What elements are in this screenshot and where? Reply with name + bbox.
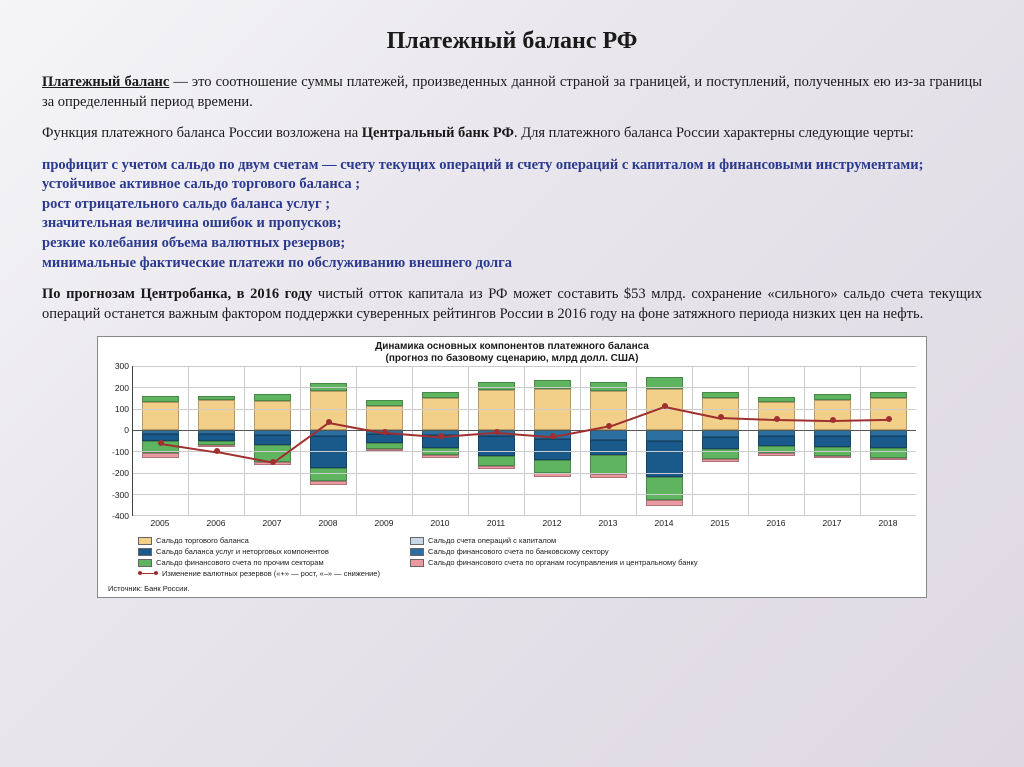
page-title: Платежный баланс РФ [42,28,982,55]
chart-legend: Сальдо торгового балансаСальдо баланса у… [98,532,926,582]
chart-plot-area: 3002001000-100-200-300-400 [98,366,926,516]
term: Платежный баланс [42,74,169,90]
feature-item: устойчивое активное сальдо торгового бал… [42,175,982,195]
chart-source: Источник: Банк России. [98,582,926,597]
feature-item: минимальные фактические платежи по обслу… [42,254,982,274]
feature-item: профицит с учетом сальдо по двум счетам … [42,156,982,176]
forecast-para: По прогнозам Центробанка, в 2016 году чи… [42,285,982,324]
y-axis: 3002001000-100-200-300-400 [98,366,132,516]
balance-chart: Динамика основных компонентов платежного… [97,336,927,598]
feature-item: рост отрицательного сальдо баланса услуг… [42,195,982,215]
feature-item: значительная величина ошибок и пропусков… [42,214,982,234]
x-axis: 2005200620072008200920102011201220132014… [132,516,916,532]
intro-para: Функция платежного баланса России возлож… [42,124,982,144]
features-list: профицит с учетом сальдо по двум счетам … [42,156,982,273]
plot [132,366,916,516]
def-text: — это соотношение суммы платежей, произв… [42,74,982,110]
definition-para: Платежный баланс — это соотношение суммы… [42,73,982,112]
chart-title: Динамика основных компонентов платежного… [98,337,926,366]
feature-item: резкие колебания объема валютных резерво… [42,234,982,254]
